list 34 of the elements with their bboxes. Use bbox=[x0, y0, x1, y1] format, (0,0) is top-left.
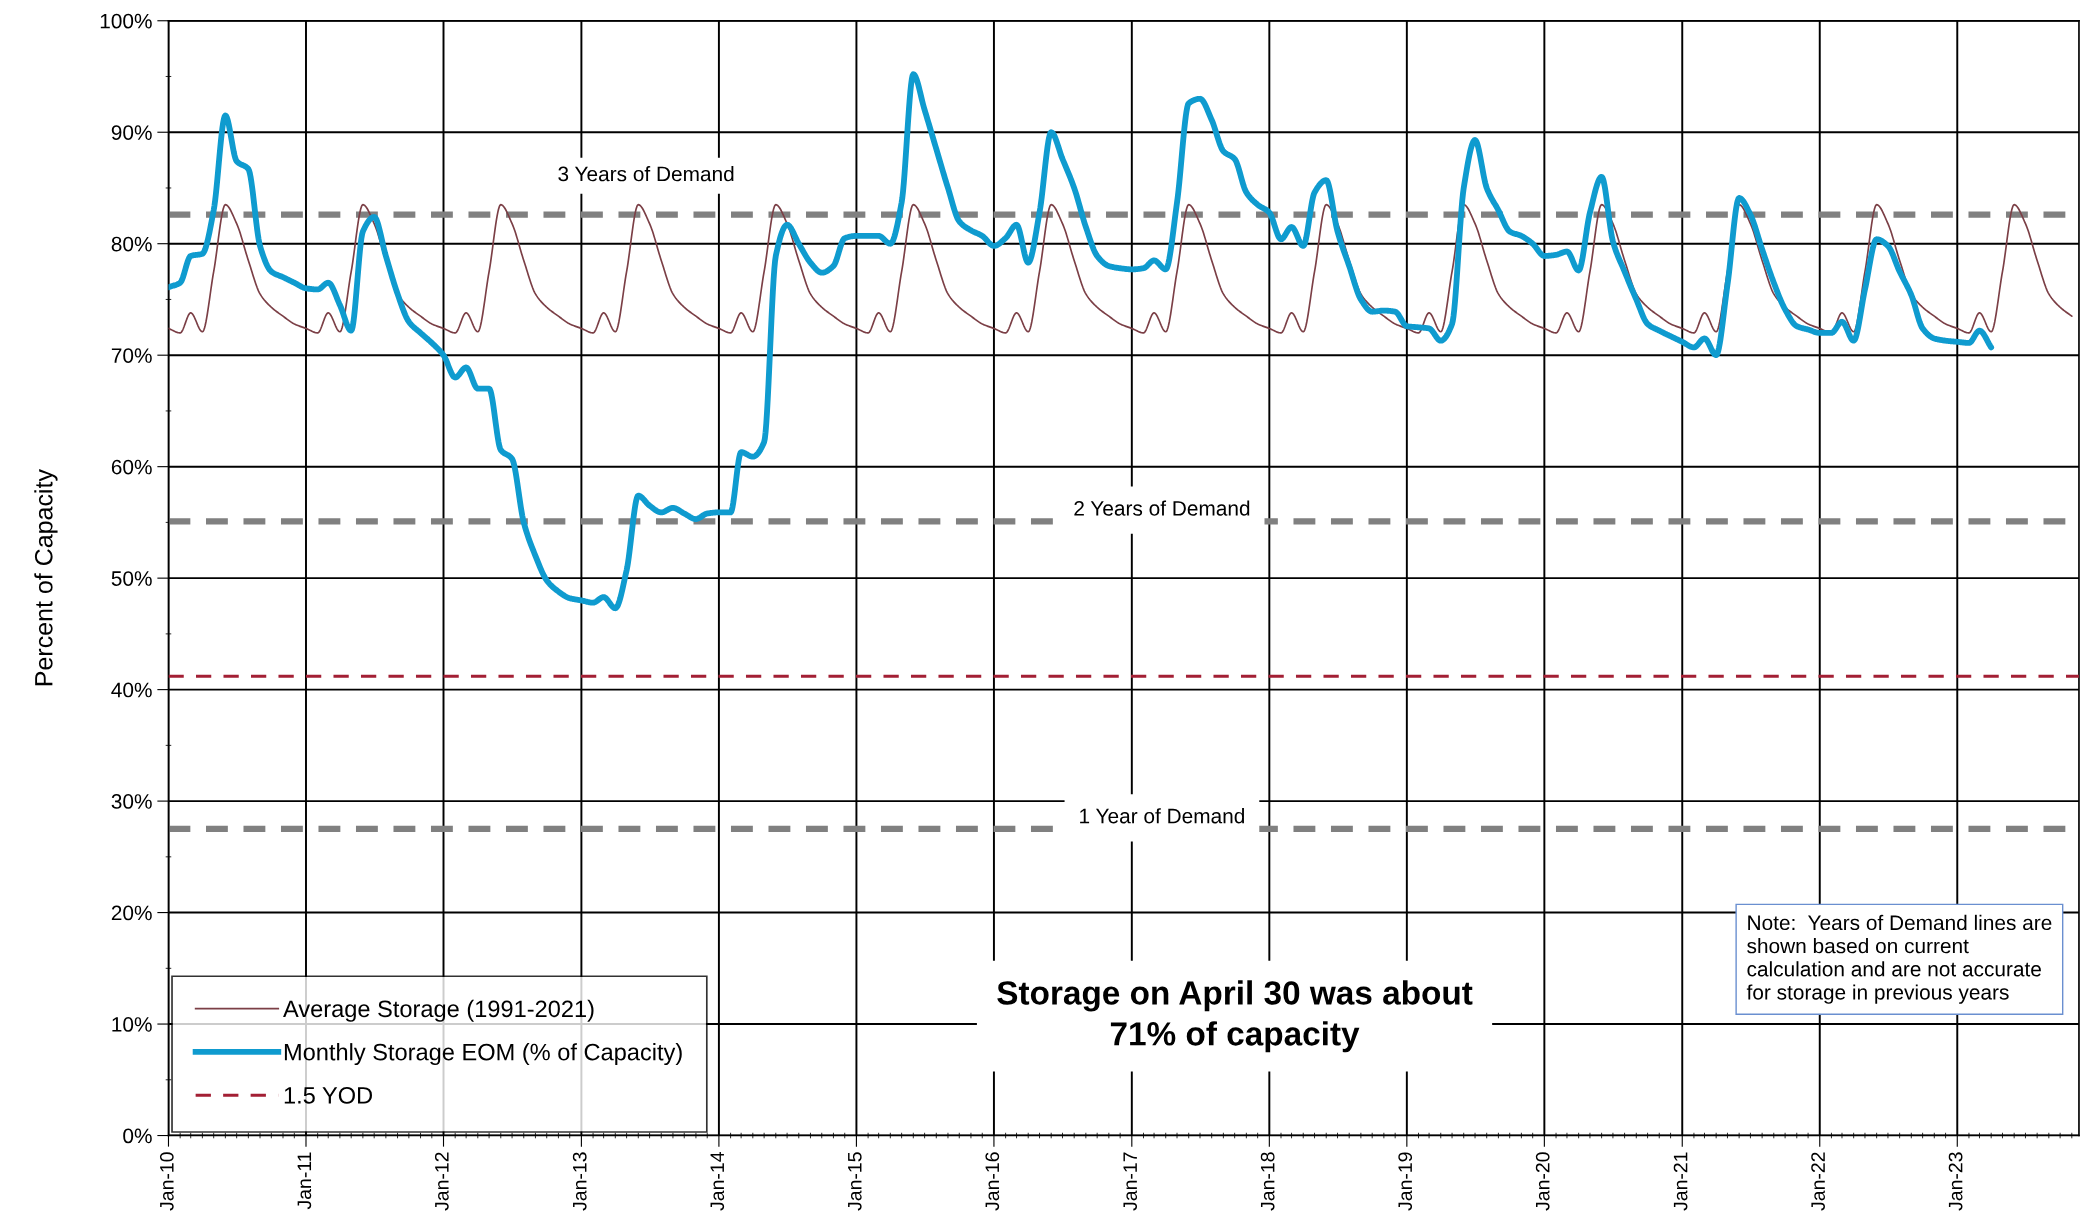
x-tick-label: Jan-14 bbox=[710, 1152, 725, 1211]
x-tick-label: Jan-11 bbox=[297, 1152, 312, 1210]
x-tick-label: Jan-21 bbox=[1673, 1152, 1688, 1211]
x-tick-label: Jan-18 bbox=[1260, 1152, 1275, 1211]
ref-line-label: 2 Years of Demand bbox=[1074, 500, 1250, 516]
x-tick-label: Jan-12 bbox=[434, 1152, 449, 1211]
x-tick-label: Jan-19 bbox=[1398, 1152, 1413, 1211]
legend-label: Monthly Storage EOM (% of Capacity) bbox=[284, 1043, 682, 1066]
y-axis-title: Percent of Capacity bbox=[34, 469, 58, 686]
y-tick-label: 70% bbox=[111, 348, 152, 363]
y-tick-label: 30% bbox=[111, 794, 152, 809]
y-tick-label: 0% bbox=[123, 1128, 152, 1144]
y-tick-label: 10% bbox=[112, 1017, 152, 1032]
y-tick-label: 90% bbox=[111, 125, 152, 140]
ref-line-label: 3 Years of Demand bbox=[558, 166, 734, 182]
x-tick-label: Jan-23 bbox=[1948, 1152, 1963, 1211]
x-tick-label: Jan-16 bbox=[985, 1152, 1000, 1211]
x-tick-label: Jan-22 bbox=[1811, 1152, 1825, 1211]
x-tick-label: Jan-15 bbox=[848, 1152, 862, 1211]
ref-line-label: 1 Year of Demand bbox=[1080, 808, 1244, 824]
legend-label: Average Storage (1991-2021) bbox=[283, 999, 594, 1022]
annotation: Storage on April 30 was about 71% of capacity bbox=[997, 980, 1473, 1053]
x-tick-label: Jan-20 bbox=[1535, 1152, 1550, 1211]
x-tick-label: Jan-17 bbox=[1123, 1152, 1138, 1211]
y-tick-label: 50% bbox=[111, 571, 152, 586]
y-tick-label: 60% bbox=[111, 459, 152, 475]
y-tick-label: 100% bbox=[100, 13, 152, 29]
x-tick-label: Jan-13 bbox=[572, 1152, 587, 1211]
annotation: Note: Years of Demand lines are shown based on current calculation and are not accurate for storage in previous years bbox=[1746, 914, 2052, 1004]
y-tick-label: 20% bbox=[111, 905, 152, 921]
legend-label: 1.5 YOD bbox=[284, 1086, 372, 1104]
y-tick-label: 80% bbox=[111, 236, 152, 252]
y-tick-label: 40% bbox=[111, 682, 152, 698]
x-tick-label: Jan-10 bbox=[159, 1152, 174, 1211]
